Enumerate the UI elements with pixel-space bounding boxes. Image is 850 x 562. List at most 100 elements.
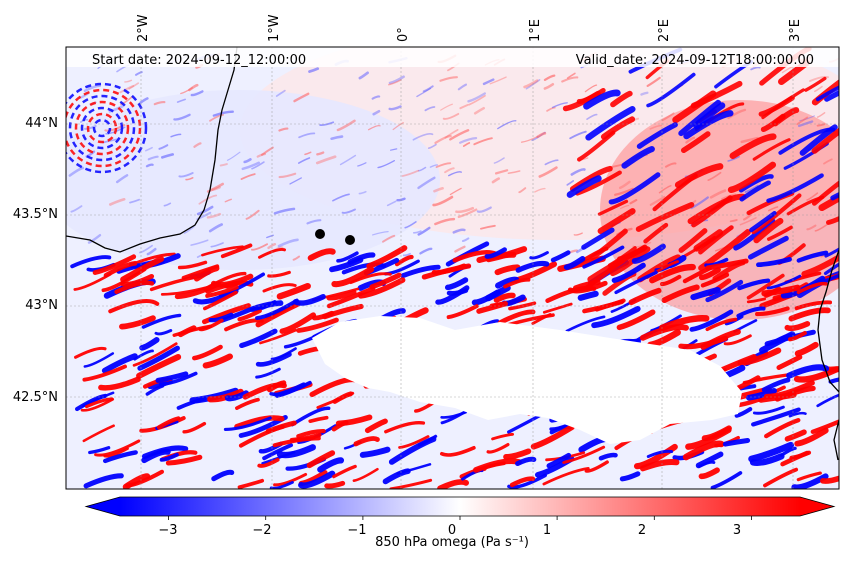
omega-streak <box>251 161 265 170</box>
omega-streak <box>764 418 801 439</box>
omega-streak <box>120 273 155 287</box>
omega-streak <box>486 443 510 454</box>
wave-ring <box>66 88 142 168</box>
omega-streak <box>129 198 140 204</box>
omega-streak <box>431 263 467 275</box>
omega-streak <box>270 347 297 361</box>
omega-streak <box>569 165 613 192</box>
omega-streak <box>92 254 137 275</box>
omega-streak <box>440 410 467 419</box>
omega-streak <box>156 416 181 430</box>
omega-streak <box>136 353 182 379</box>
omega-streak <box>336 119 356 132</box>
omega-streak <box>178 172 194 178</box>
omega-streak <box>336 251 359 263</box>
omega-streak <box>743 213 752 221</box>
omega-streak <box>801 253 839 278</box>
omega-streak <box>705 279 744 303</box>
omega-streak <box>543 74 556 81</box>
omega-streak <box>417 166 427 172</box>
omega-streak <box>427 143 437 149</box>
omega-streak <box>440 446 476 457</box>
omega-streak <box>616 244 648 262</box>
omega-streak <box>455 206 475 214</box>
omega-streak <box>444 277 469 291</box>
omega-streak <box>552 102 568 109</box>
omega-streak <box>209 114 224 122</box>
omega-streak <box>224 318 264 332</box>
omega-streak <box>629 199 638 205</box>
omega-streak <box>402 252 411 257</box>
coastline <box>66 47 238 253</box>
omega-streak <box>448 171 462 177</box>
colorbar-tick-label: 3 <box>733 523 741 538</box>
omega-streak <box>661 284 700 304</box>
omega-streak <box>392 122 404 131</box>
colorbar-tick-label: 0 <box>448 523 456 538</box>
omega-streak <box>766 173 824 203</box>
omega-streak <box>208 223 223 233</box>
omega-streak <box>292 255 301 261</box>
omega-streak <box>332 391 354 404</box>
omega-streak <box>582 299 625 314</box>
lat-label: 44°N <box>25 116 58 131</box>
omega-streak <box>198 194 218 205</box>
omega-streak <box>103 447 129 458</box>
omega-streak <box>660 274 682 287</box>
omega-streak <box>763 467 799 488</box>
omega-streak <box>658 185 672 194</box>
omega-streak <box>308 67 320 73</box>
omega-streak <box>566 180 575 186</box>
omega-streak <box>794 341 819 357</box>
omega-streak <box>784 429 807 442</box>
omega-streak <box>758 95 795 117</box>
omega-streak <box>698 229 751 272</box>
omega-streak <box>685 136 696 144</box>
omega-streak <box>454 245 466 253</box>
omega-streak <box>494 169 509 175</box>
omega-streak <box>485 284 511 302</box>
omega-streak <box>434 217 456 226</box>
omega-streak <box>766 274 802 290</box>
omega-streak <box>266 380 287 393</box>
omega-streak <box>788 411 807 418</box>
omega-streak <box>371 95 381 100</box>
omega-streak <box>796 250 829 263</box>
omega-streak <box>562 445 606 464</box>
omega-streak <box>278 172 297 179</box>
omega-streak <box>207 388 244 403</box>
wave-ring <box>86 112 118 144</box>
omega-streak <box>723 334 752 346</box>
omega-streak <box>437 479 469 489</box>
omega-streak <box>806 224 817 231</box>
omega-streak <box>183 225 195 234</box>
omega-streak <box>224 279 244 289</box>
omega-streak <box>484 247 507 259</box>
masked-region <box>312 316 742 444</box>
omega-streak <box>341 208 356 214</box>
omega-streak <box>83 352 115 368</box>
omega-streak <box>137 345 180 371</box>
omega-streak <box>570 168 586 176</box>
omega-streak <box>419 247 433 255</box>
omega-streak <box>210 242 224 248</box>
omega-streak <box>226 151 241 161</box>
omega-streak <box>416 87 432 98</box>
omega-streak <box>753 217 784 244</box>
omega-streak <box>116 174 129 184</box>
omega-streak <box>259 328 297 345</box>
omega-streak <box>573 232 583 236</box>
omega-streak <box>317 457 345 473</box>
omega-streak <box>369 272 402 290</box>
omega-streak <box>176 396 207 410</box>
lat-labels: 44°N 43.5°N 43°N 42.5°N <box>13 116 58 405</box>
omega-streak <box>608 172 661 205</box>
omega-streak <box>198 318 224 332</box>
colorbar: −3 −2 −1 0 1 2 3 850 hPa omega (Pa s⁻¹) <box>84 496 836 550</box>
omega-streak <box>816 123 826 127</box>
omega-streak <box>693 102 726 130</box>
omega-streak <box>761 284 801 297</box>
omega-streak <box>257 457 280 468</box>
omega-streak <box>566 175 602 198</box>
